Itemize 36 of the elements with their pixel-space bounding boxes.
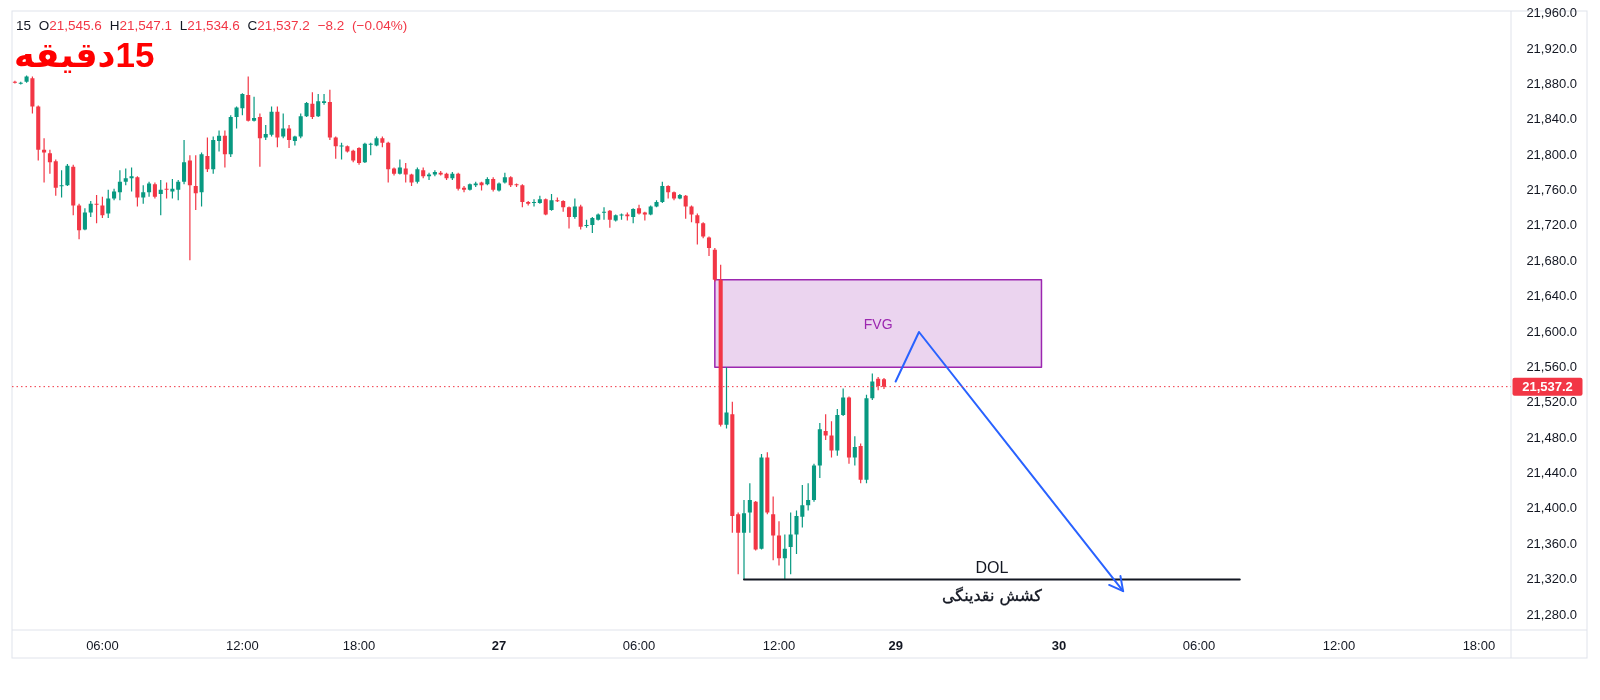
title: 15دقیقه — [14, 34, 155, 74]
x-tick-label: 06:00 — [622, 637, 656, 653]
price-label: 21,537.2 — [1512, 377, 1583, 396]
annotation: کشش نقدینگی — [942, 586, 1043, 607]
y-tick-label: 21,880.0 — [1526, 76, 1577, 92]
y-tick-label: 21,360.0 — [1526, 535, 1577, 551]
y-tick-label: 21,840.0 — [1526, 111, 1577, 127]
y-tick-label: 21,760.0 — [1526, 182, 1577, 198]
header: 15 O21,545.6 H21,547.1 L21,534.6 C21,537.2 −8.2 (−0.04%) — [16, 17, 408, 33]
y-tick-label: 21,480.0 — [1526, 429, 1577, 445]
y-tick-label: 21,280.0 — [1526, 606, 1577, 622]
y-tick-label: 21,800.0 — [1526, 146, 1577, 162]
y-tick-label: 21,960.0 — [1526, 5, 1577, 21]
x-tick-label: 12:00 — [1322, 637, 1356, 653]
y-tick-label: 21,920.0 — [1526, 40, 1577, 56]
x-tick-label: 06:00 — [86, 637, 119, 653]
x-tick-label: 06:00 — [1182, 637, 1216, 653]
y-tick-label: 21,440.0 — [1526, 465, 1577, 481]
y-tick-label: 21,400.0 — [1526, 500, 1577, 516]
x-tick-label: 29 — [888, 637, 903, 653]
y-tick-label: 21,680.0 — [1526, 252, 1577, 268]
series-label: DOL — [975, 559, 1009, 577]
y-tick-label: 21,640.0 — [1526, 288, 1577, 304]
x-tick-label: 12:00 — [762, 637, 796, 653]
x-tick-label: 18:00 — [1462, 637, 1496, 653]
y-tick-label: 21,600.0 — [1526, 323, 1577, 339]
band-label: FVG — [863, 315, 893, 332]
y-tick-label: 21,560.0 — [1526, 358, 1577, 374]
y-tick-label: 21,520.0 — [1526, 394, 1577, 410]
y-tick-label: 21,320.0 — [1526, 571, 1577, 587]
x-tick-label: 30 — [1051, 637, 1067, 653]
x-tick-label: 18:00 — [342, 637, 376, 653]
x-tick-label: 12:00 — [226, 637, 259, 653]
ref-line-label: 21,537.2 — [1522, 379, 1573, 395]
y-tick-label: 21,720.0 — [1526, 217, 1577, 233]
x-tick-label: 27 — [491, 637, 507, 653]
